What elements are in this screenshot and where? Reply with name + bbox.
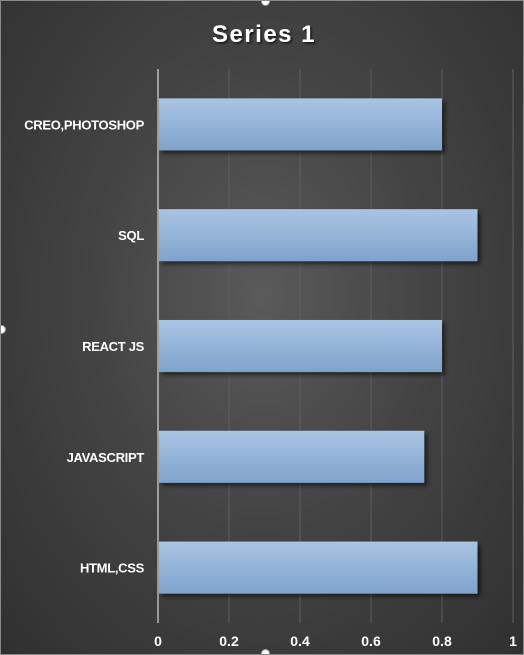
- x-axis-ticks: 0 0.2 0.4 0.6 0.8 1: [154, 633, 517, 649]
- x-tick-label: 0.4: [290, 633, 310, 649]
- x-tick-label: 0.8: [432, 633, 452, 649]
- x-tick-label: 0: [154, 633, 162, 649]
- bar[interactable]: [159, 98, 442, 151]
- category-label: SQL: [118, 228, 144, 243]
- bar[interactable]: [159, 209, 478, 262]
- category-label: REACT JS: [82, 339, 145, 354]
- bars: [159, 98, 478, 594]
- bar[interactable]: [159, 319, 442, 373]
- bar[interactable]: [159, 430, 425, 483]
- resize-handle-top[interactable]: [261, 1, 270, 6]
- x-tick-label: 0.2: [219, 633, 239, 649]
- category-label: CREO,PHOTOSHOP: [24, 117, 144, 132]
- category-label: JAVASCRIPT: [67, 450, 145, 465]
- bar[interactable]: [159, 541, 478, 594]
- resize-handle-bottom[interactable]: [261, 649, 270, 654]
- x-tick-label: 0.6: [361, 633, 381, 649]
- resize-handle-left[interactable]: [1, 325, 6, 334]
- chart-title: Series 1: [212, 21, 316, 48]
- x-tick-label: 1: [509, 633, 517, 649]
- category-labels: CREO,PHOTOSHOP SQL REACT JS JAVASCRIPT HTML,…: [24, 117, 145, 576]
- category-label: HTML,CSS: [80, 561, 145, 576]
